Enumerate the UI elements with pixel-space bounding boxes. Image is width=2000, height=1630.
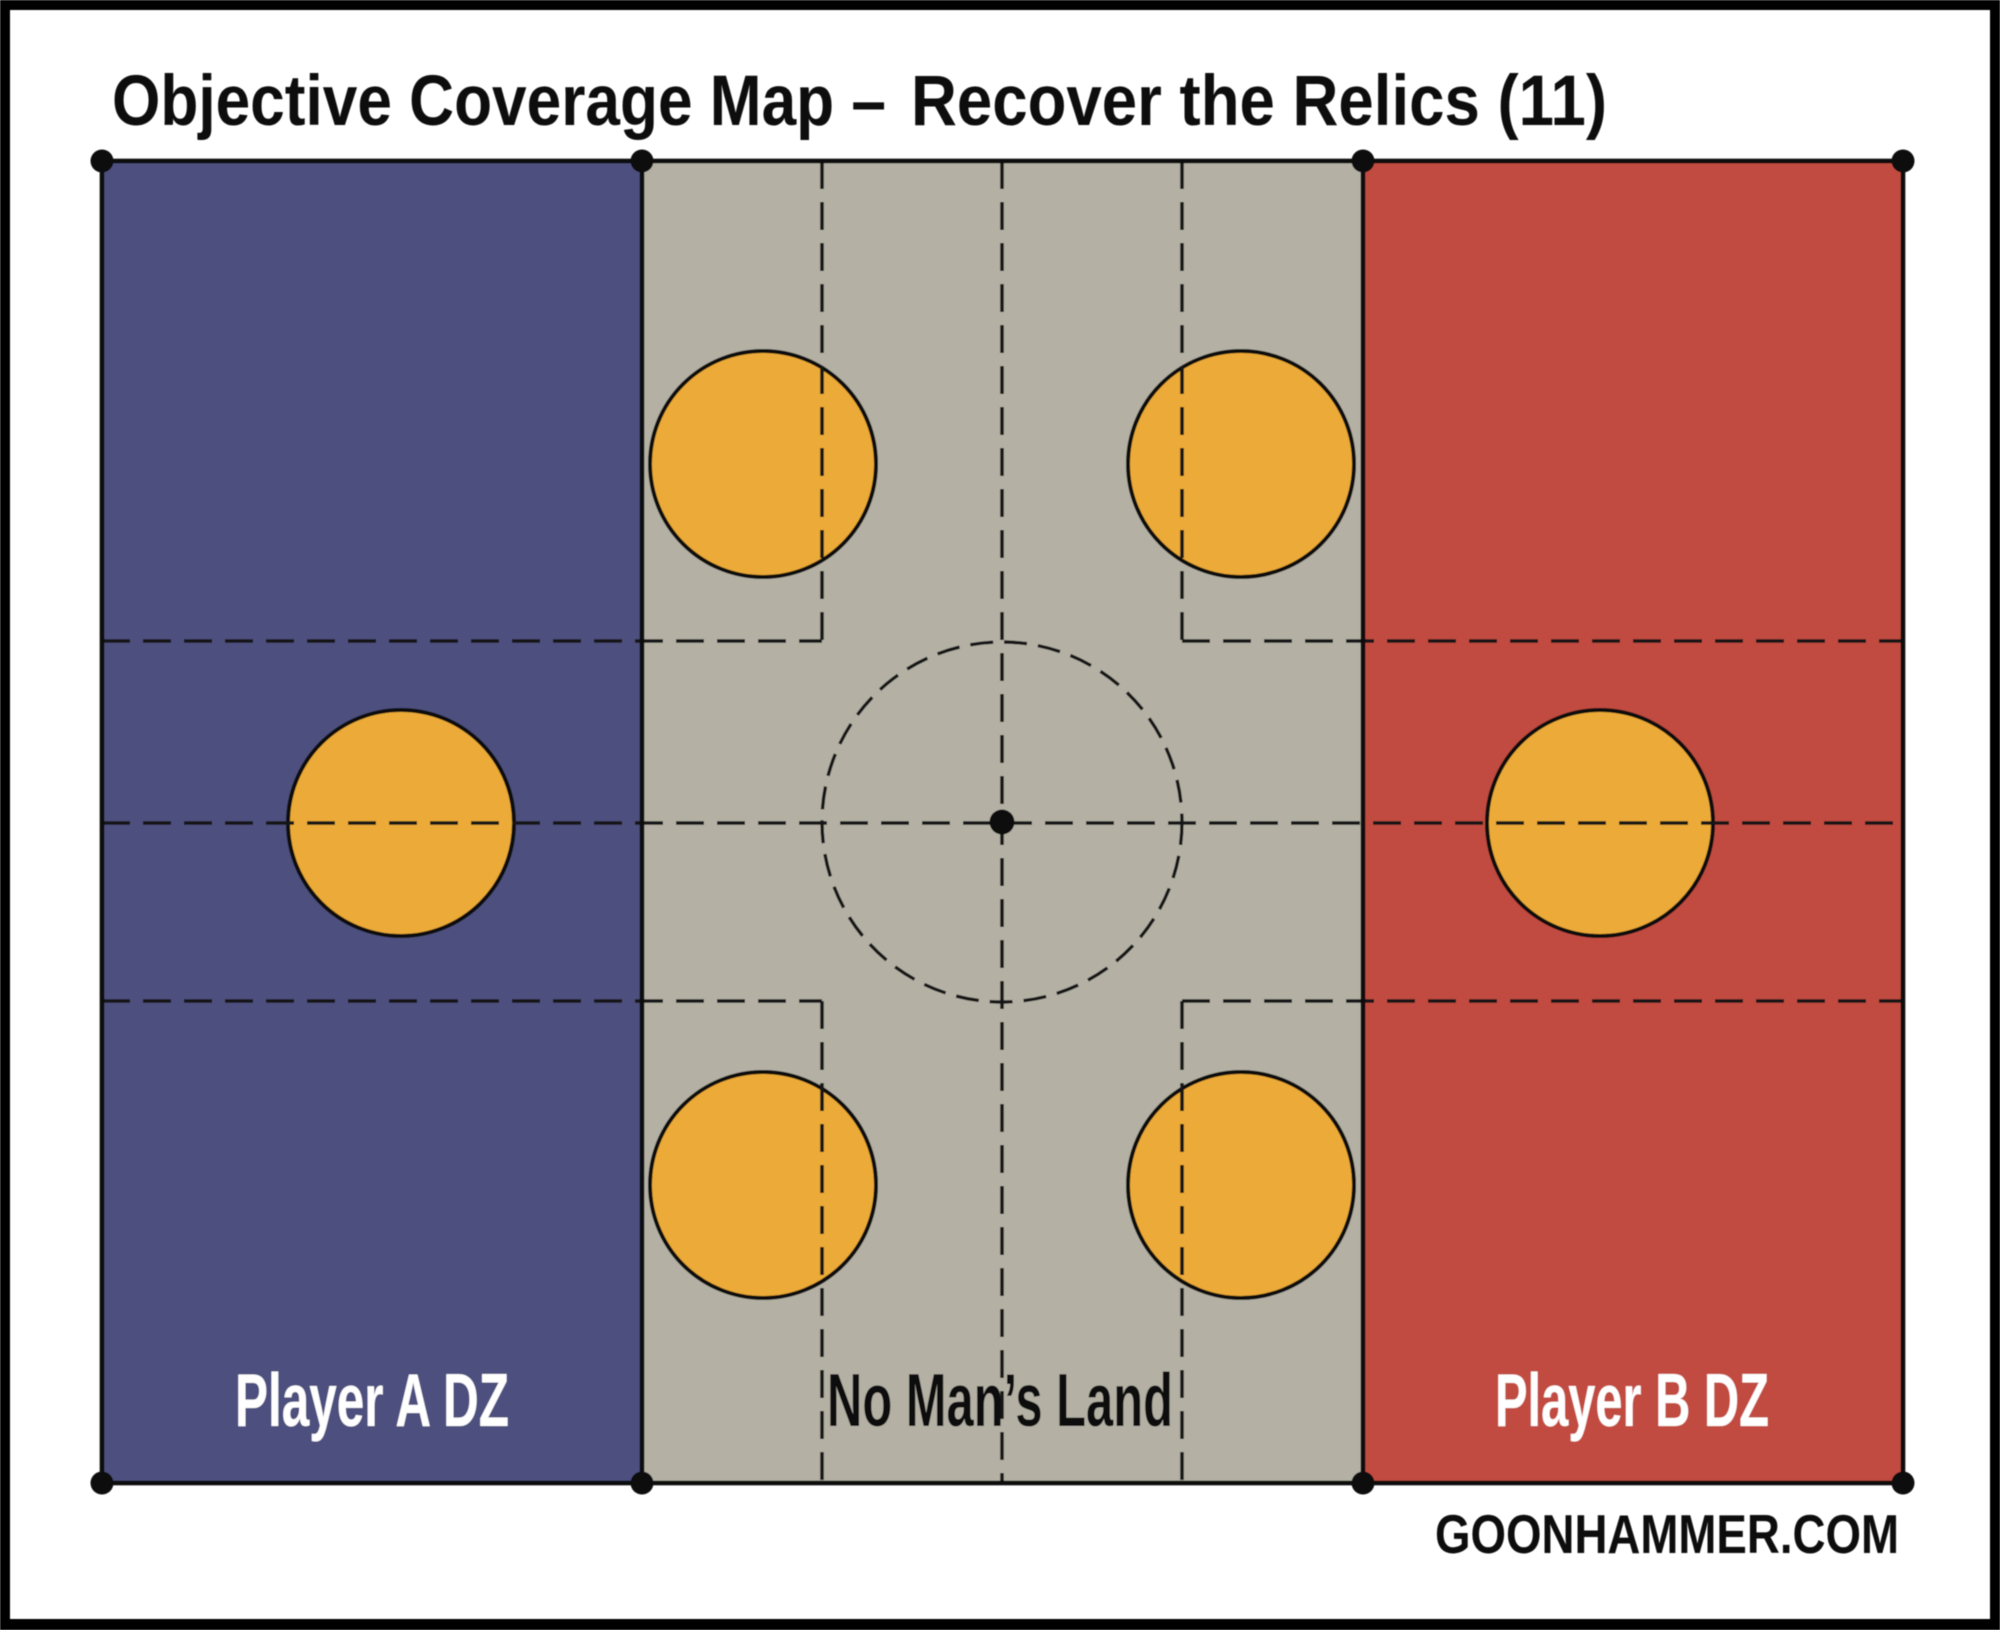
svg-text:Objective Coverage Map –: Objective Coverage Map – bbox=[112, 62, 886, 141]
svg-text:Recover the Relics (11): Recover the Relics (11) bbox=[911, 62, 1607, 141]
svg-text:Player A DZ: Player A DZ bbox=[235, 1358, 509, 1442]
svg-text:GOONHAMMER.COM: GOONHAMMER.COM bbox=[1435, 1503, 1899, 1565]
svg-text:No Man’s Land: No Man’s Land bbox=[827, 1358, 1173, 1442]
svg-text:Player B DZ: Player B DZ bbox=[1495, 1358, 1769, 1442]
